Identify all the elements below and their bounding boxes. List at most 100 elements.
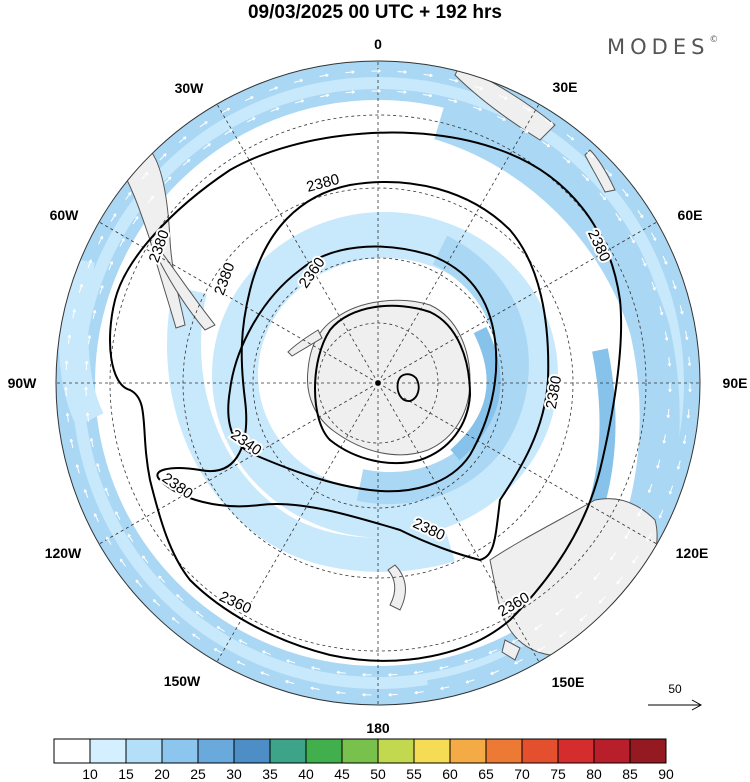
wind-arrow bbox=[285, 680, 295, 684]
wind-arrow bbox=[336, 690, 346, 695]
lon-label-90e: 90E bbox=[723, 375, 748, 391]
wind-arrow bbox=[224, 129, 233, 135]
wind-arrow bbox=[159, 153, 167, 161]
wind-arrow bbox=[686, 409, 691, 419]
wind-arrow bbox=[119, 238, 125, 247]
wind-arrow bbox=[152, 599, 161, 607]
wind-arrow bbox=[84, 386, 88, 396]
lon-label-150w: 150W bbox=[164, 673, 201, 689]
wind-arrow bbox=[125, 191, 132, 200]
colorbar-tick-label: 85 bbox=[622, 766, 638, 782]
wind-arrow bbox=[178, 136, 187, 143]
wind-arrow bbox=[147, 195, 155, 204]
reference-vector: 50 bbox=[648, 682, 703, 711]
wind-arrow bbox=[464, 658, 474, 663]
wind-arrow bbox=[64, 386, 68, 397]
wind-arrow bbox=[599, 192, 607, 201]
wind-arrow bbox=[498, 94, 508, 100]
wind-arrow bbox=[679, 305, 684, 315]
wind-arrow bbox=[687, 356, 692, 367]
wind-arrow bbox=[651, 281, 656, 291]
wind-arrow bbox=[238, 639, 248, 645]
wind-arrow bbox=[310, 686, 320, 691]
wind-arrow bbox=[388, 692, 398, 697]
wind-arrow bbox=[96, 463, 101, 473]
tasmania bbox=[501, 639, 521, 661]
colorbar-swatch bbox=[485, 738, 523, 764]
wind-arrow bbox=[555, 608, 564, 616]
wind-arrow bbox=[474, 85, 484, 91]
colorbar-swatch bbox=[53, 738, 91, 764]
colorbar-swatch bbox=[161, 738, 199, 764]
wind-arrow bbox=[537, 646, 546, 652]
graticule bbox=[56, 61, 700, 705]
lon-label-90w: 90W bbox=[8, 375, 38, 391]
wind-arrow bbox=[75, 464, 80, 474]
wind-arrow bbox=[422, 93, 433, 98]
wind-arrow bbox=[581, 173, 590, 182]
colorbar-tick-label: 30 bbox=[226, 766, 242, 782]
inner-jet-core bbox=[356, 235, 529, 504]
wind-arrow bbox=[629, 234, 635, 244]
wind-arrow bbox=[622, 188, 629, 197]
wind-arrow bbox=[213, 648, 223, 654]
wind-arrow bbox=[586, 150, 594, 158]
wind-arrow bbox=[171, 617, 180, 624]
wind-arrow bbox=[632, 555, 639, 564]
map-disc: 2380 2380 2380 2380 2380 2380 2380 2360 … bbox=[56, 61, 700, 705]
wind-arrow bbox=[127, 533, 134, 543]
geopotential-contours bbox=[109, 131, 623, 662]
wind-arrow bbox=[141, 171, 149, 180]
wind-arrow bbox=[269, 86, 279, 92]
wind-arrow bbox=[637, 507, 643, 517]
wind-arrow bbox=[397, 70, 407, 74]
wind-arrow bbox=[664, 331, 669, 341]
wind-arrow bbox=[246, 117, 256, 123]
wind-arrow bbox=[371, 89, 381, 93]
reference-arrow-head bbox=[691, 699, 703, 711]
wind-arrow bbox=[598, 596, 606, 604]
wind-arrow bbox=[666, 408, 671, 419]
wind-arrow bbox=[286, 659, 296, 664]
wind-arrow bbox=[311, 666, 321, 670]
colorbar-swatch bbox=[269, 738, 307, 764]
colorbar-tick-label: 90 bbox=[658, 766, 674, 782]
wind-arrow bbox=[656, 459, 661, 469]
wind-arrow bbox=[646, 533, 652, 542]
south-america bbox=[109, 149, 186, 329]
contour-2360 bbox=[227, 245, 498, 493]
colorbar-swatch bbox=[233, 738, 271, 764]
colorbar-swatch bbox=[377, 738, 415, 764]
colorbar-tick-label: 25 bbox=[190, 766, 206, 782]
wind-arrow bbox=[544, 119, 554, 125]
colorbar-swatch bbox=[593, 738, 631, 764]
colorbar-tick-label: 15 bbox=[118, 766, 134, 782]
wind-arrow bbox=[534, 624, 543, 630]
wind-arrow bbox=[439, 665, 449, 670]
colorbar-tick-label: 50 bbox=[370, 766, 386, 782]
wind-arrow bbox=[371, 69, 381, 73]
wind-arrow bbox=[511, 637, 521, 643]
colorbar-swatch bbox=[305, 738, 343, 764]
wind-arrow bbox=[295, 99, 305, 104]
wind-arrow bbox=[414, 690, 424, 695]
wind-arrow bbox=[87, 259, 93, 269]
south-pole-dot bbox=[375, 380, 381, 386]
wind-arrow bbox=[668, 383, 672, 393]
wind-arrow bbox=[319, 73, 329, 78]
wind-arrow bbox=[496, 115, 506, 121]
wind-arrow bbox=[99, 285, 104, 295]
colorbar-tick-label: 60 bbox=[442, 766, 458, 782]
colorbar bbox=[53, 738, 667, 764]
wind-arrow bbox=[345, 70, 355, 74]
wind-arrow bbox=[575, 591, 583, 599]
wind-arrow bbox=[672, 280, 677, 290]
colorbar-tick-label: 40 bbox=[298, 766, 314, 782]
modes-logo: MODES© bbox=[607, 35, 719, 59]
wind-arrow bbox=[615, 213, 622, 222]
colorbar-tick-label: 55 bbox=[406, 766, 422, 782]
wind-arrow bbox=[362, 692, 372, 697]
wind-arrow bbox=[514, 659, 523, 665]
wind-arrow bbox=[593, 572, 601, 581]
